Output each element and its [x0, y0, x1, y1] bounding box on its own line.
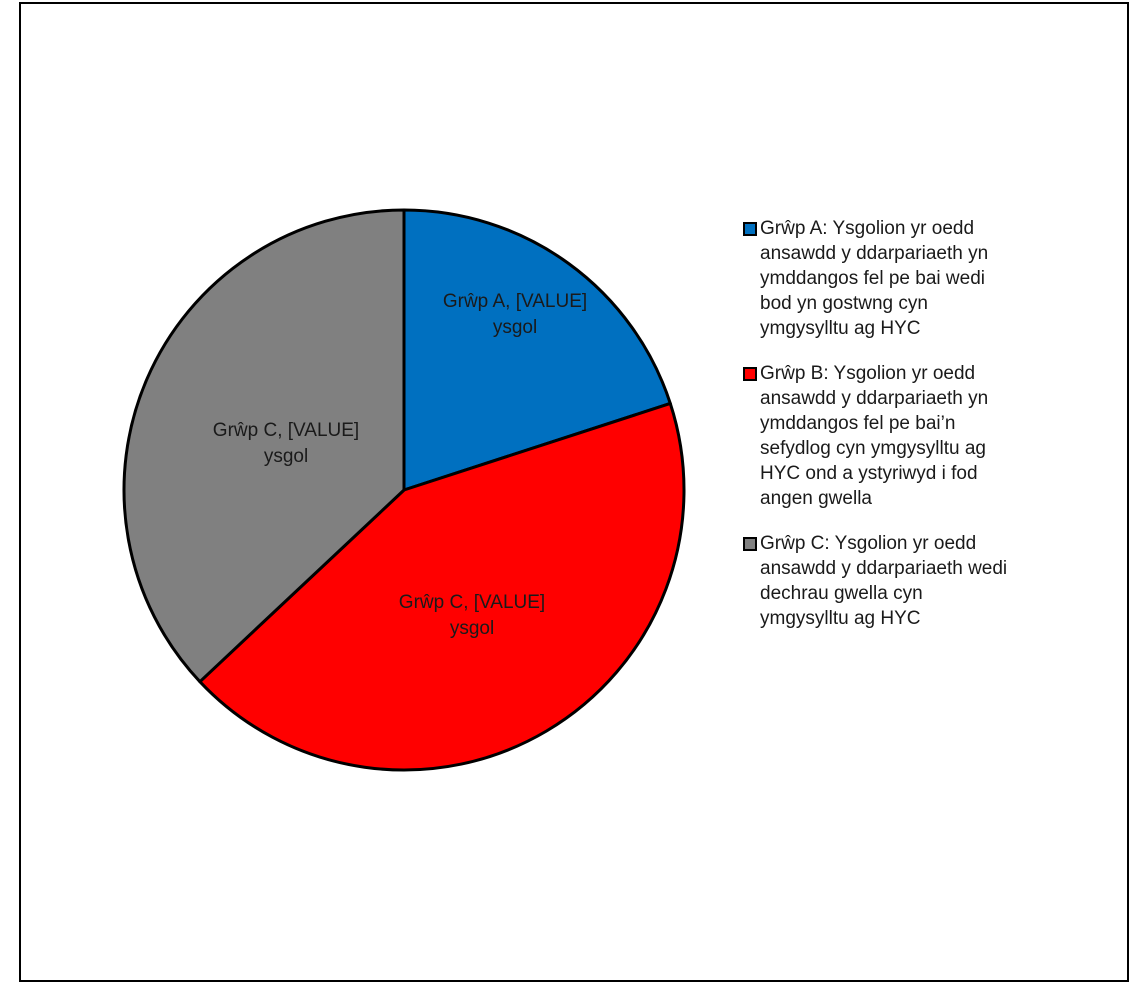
legend-line: ansawdd y ddarpariaeth wedi: [760, 558, 1008, 579]
legend-line: ymgysylltu ag HYC: [760, 608, 921, 629]
legend-line: dechrau gwella cyn: [760, 583, 923, 604]
slice-label-line: ysgol: [264, 446, 308, 467]
pie-chart: Grŵp A, [VALUE] ysgol Grŵp C, [VALUE] ysgol…: [122, 208, 686, 772]
pie-slice-1: [198, 401, 686, 772]
slice-label-0: Grŵp A, [VALUE] ysgol: [443, 291, 587, 338]
pie-slice-0: [402, 208, 672, 492]
slice-label-line: Grŵp C, [VALUE]: [399, 592, 545, 613]
slice-label-line: Grŵp A, [VALUE]: [443, 291, 587, 312]
legend-line: angen gwella: [760, 488, 872, 509]
chart-area: Grŵp A, [VALUE] ysgol Grŵp C, [VALUE] ysgol…: [19, 2, 1129, 982]
legend-line: ansawdd y ddarpariaeth yn: [760, 243, 989, 264]
slice-label-line: Grŵp C, [VALUE]: [213, 420, 359, 441]
legend-line: bod yn gostwng cyn: [760, 293, 928, 314]
legend-line: ymddangos fel pe bai wedi: [760, 268, 985, 289]
slice-label-line: ysgol: [450, 618, 494, 639]
slice-label-line: ysgol: [493, 317, 537, 338]
legend-item-group-b: Grŵp B: Ysgolion yr oedd ansawdd y ddarp…: [743, 361, 1073, 511]
legend: Grŵp A: Ysgolion yr oedd ansawdd y ddarp…: [743, 216, 1073, 631]
legend-line: Grŵp B: Ysgolion yr oedd: [760, 363, 976, 384]
legend-line: Grŵp C: Ysgolion yr oedd: [760, 533, 977, 554]
legend-item-group-a: Grŵp A: Ysgolion yr oedd ansawdd y ddarp…: [743, 216, 1073, 341]
legend-swatch-group-a: [743, 222, 757, 236]
legend-line: Grŵp A: Ysgolion yr oedd: [760, 218, 975, 239]
legend-swatch-group-b: [743, 367, 757, 381]
legend-line: ymgysylltu ag HYC: [760, 318, 921, 339]
legend-line: sefydlog cyn ymgysylltu ag: [760, 438, 986, 459]
legend-swatch-group-c: [743, 537, 757, 551]
legend-line: ymddangos fel pe bai’n: [760, 413, 956, 434]
pie-slice-2: [122, 208, 406, 684]
legend-item-group-c: Grŵp C: Ysgolion yr oedd ansawdd y ddarp…: [743, 531, 1073, 631]
slice-label-2: Grŵp C, [VALUE] ysgol: [213, 420, 359, 467]
slice-label-1: Grŵp C, [VALUE] ysgol: [399, 592, 545, 639]
legend-line: ansawdd y ddarpariaeth yn: [760, 388, 989, 409]
legend-line: HYC ond a ystyriwyd i fod: [760, 463, 978, 484]
